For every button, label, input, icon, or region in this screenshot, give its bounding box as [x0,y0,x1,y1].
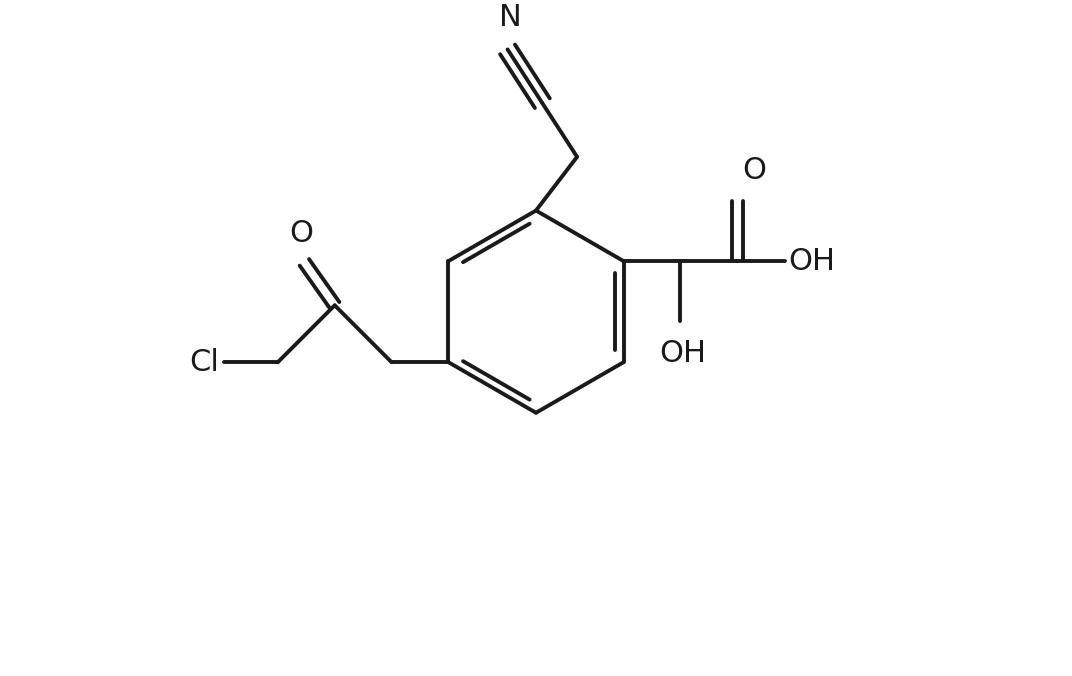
Text: OH: OH [659,339,705,368]
Text: O: O [289,220,313,249]
Text: O: O [742,156,766,185]
Text: OH: OH [788,247,835,276]
Text: Cl: Cl [189,347,219,377]
Text: N: N [500,3,522,32]
